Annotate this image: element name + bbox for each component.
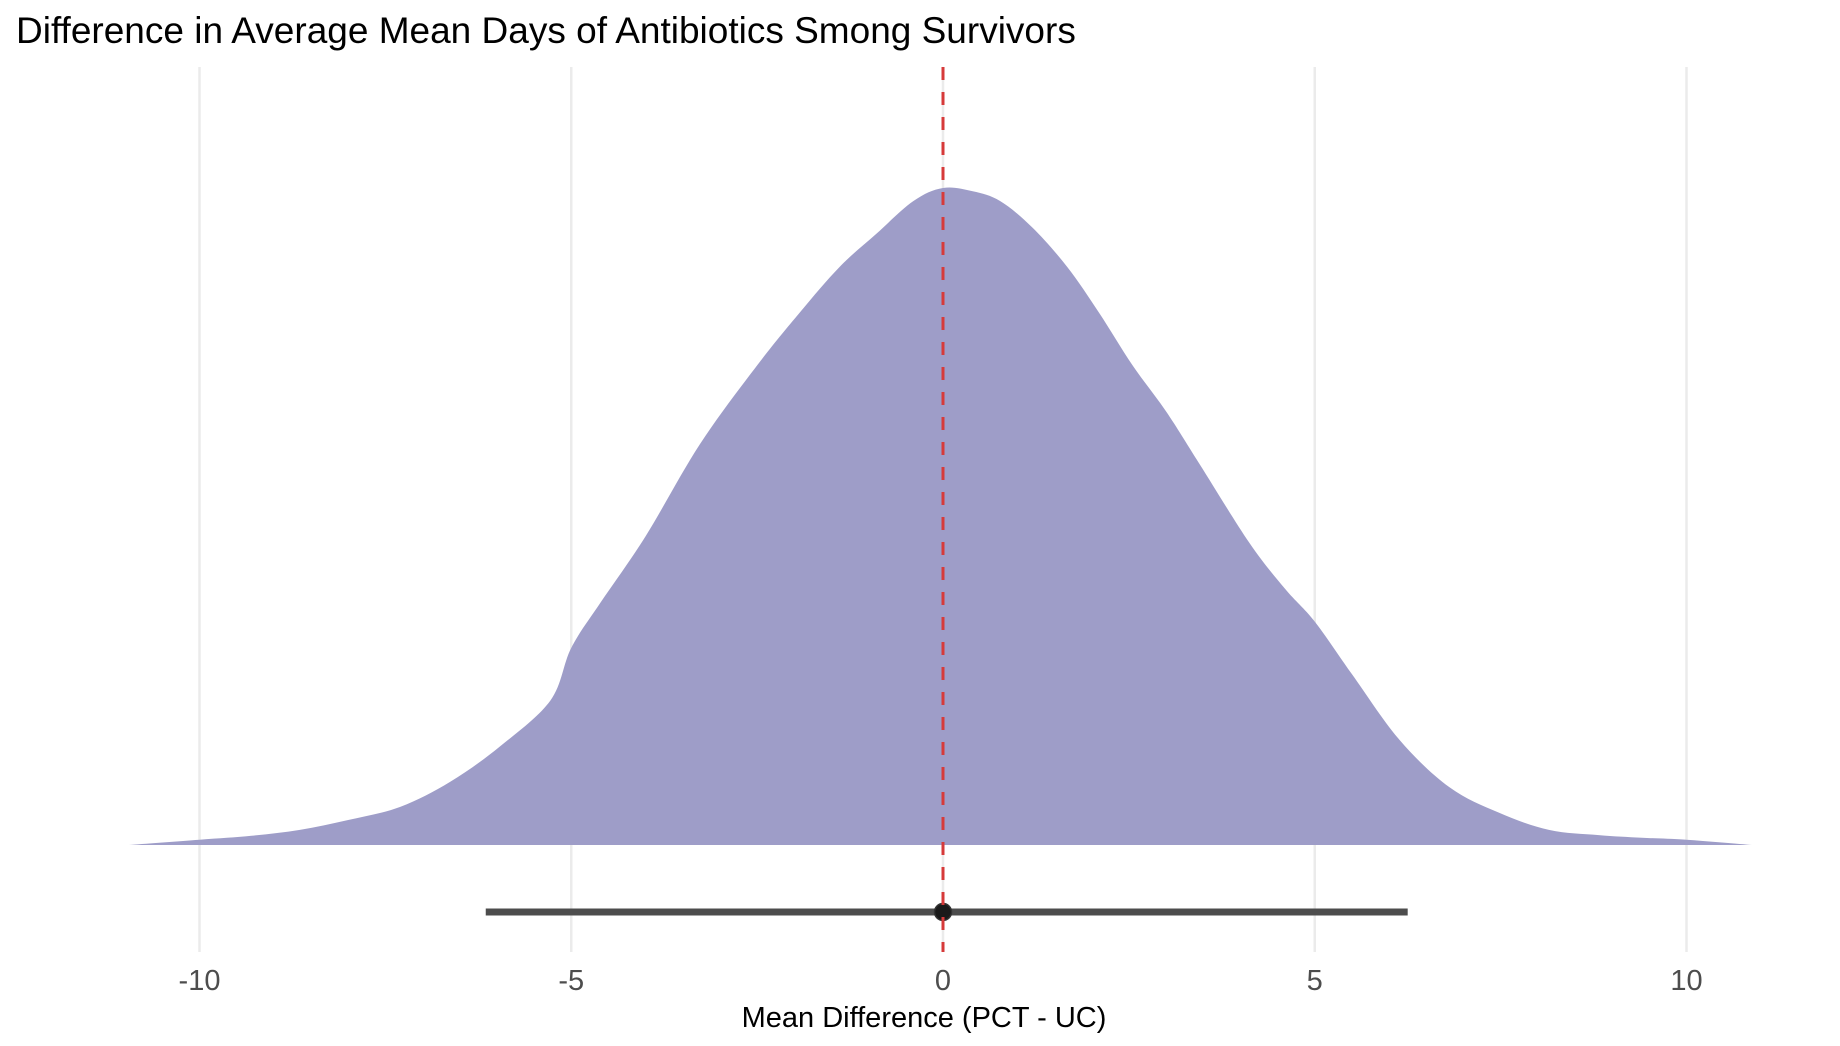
- x-tick-label: -10: [179, 965, 221, 997]
- x-axis-ticks: -10 -5 0 5 10: [179, 965, 1703, 997]
- x-axis-title: Mean Difference (PCT - UC): [742, 1002, 1107, 1034]
- x-tick-label: 5: [1307, 965, 1323, 997]
- x-tick-label: 0: [935, 965, 951, 997]
- chart-title: Difference in Average Mean Days of Antib…: [16, 10, 1076, 51]
- density-area: [128, 187, 1752, 846]
- x-tick-label: -5: [558, 965, 584, 997]
- x-tick-label: 10: [1670, 965, 1702, 997]
